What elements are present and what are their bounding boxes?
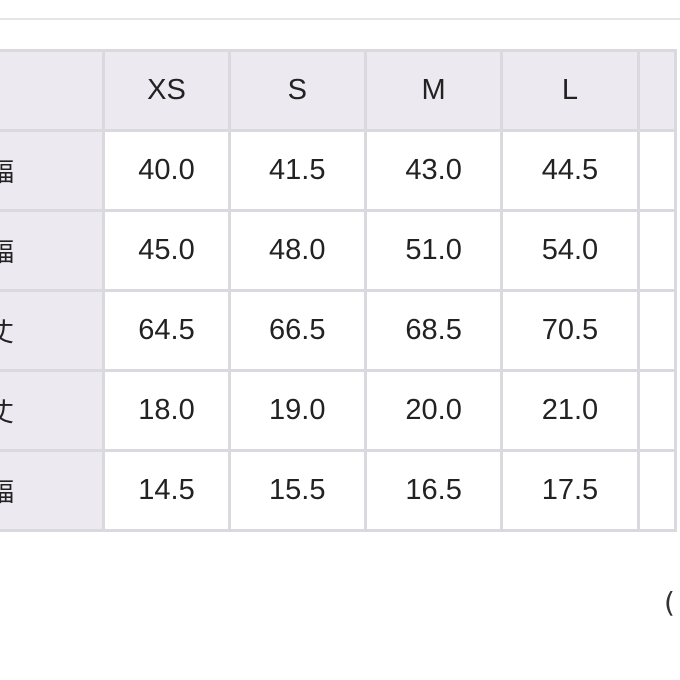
- table-row: 丈 18.0 19.0 20.0 21.0: [0, 372, 674, 449]
- table-cell: 44.5: [503, 132, 637, 209]
- size-chart-table: XS S M L 幅 40.0 41.5 43.0 44.5 幅 45.0 48…: [0, 49, 677, 532]
- row-label: 丈: [0, 292, 103, 369]
- table-cell: 45.0: [105, 212, 228, 289]
- row-label: 丈: [0, 372, 103, 449]
- header-cut-off-cell: [639, 52, 674, 129]
- header-size-s: S: [230, 52, 364, 129]
- header-size-l: L: [503, 52, 637, 129]
- table-cell: 20.0: [366, 372, 501, 449]
- table-cell: 15.5: [230, 452, 364, 529]
- footnote-text: (: [664, 586, 675, 619]
- table-cell-cut-off: [639, 452, 674, 529]
- table-cell-cut-off: [639, 132, 674, 209]
- table-cell: 48.0: [230, 212, 364, 289]
- table-header-row: XS S M L: [0, 52, 674, 129]
- table-cell: 51.0: [366, 212, 501, 289]
- table-row: 幅 14.5 15.5 16.5 17.5: [0, 452, 674, 529]
- header-size-m: M: [366, 52, 501, 129]
- table-cell: 17.5: [503, 452, 637, 529]
- row-label: 幅: [0, 452, 103, 529]
- table-cell: 43.0: [366, 132, 501, 209]
- table-cell: 70.5: [503, 292, 637, 369]
- table-row: 幅 40.0 41.5 43.0 44.5: [0, 132, 674, 209]
- table-cell: 66.5: [230, 292, 364, 369]
- table-cell: 18.0: [105, 372, 228, 449]
- table-cell-cut-off: [639, 372, 674, 449]
- table-row: 丈 64.5 66.5 68.5 70.5: [0, 292, 674, 369]
- table-cell: 19.0: [230, 372, 364, 449]
- table-cell: 14.5: [105, 452, 228, 529]
- header-size-xs: XS: [105, 52, 228, 129]
- row-label: 幅: [0, 212, 103, 289]
- table-row: 幅 45.0 48.0 51.0 54.0: [0, 212, 674, 289]
- table-cell-cut-off: [639, 212, 674, 289]
- table-cell: 16.5: [366, 452, 501, 529]
- table-cell: 41.5: [230, 132, 364, 209]
- table-cell: 68.5: [366, 292, 501, 369]
- table-cell-cut-off: [639, 292, 674, 369]
- table-cell: 64.5: [105, 292, 228, 369]
- header-corner-cell: [0, 52, 103, 129]
- table-cell: 40.0: [105, 132, 228, 209]
- row-label: 幅: [0, 132, 103, 209]
- top-divider: [0, 18, 680, 20]
- table-cell: 21.0: [503, 372, 637, 449]
- table-cell: 54.0: [503, 212, 637, 289]
